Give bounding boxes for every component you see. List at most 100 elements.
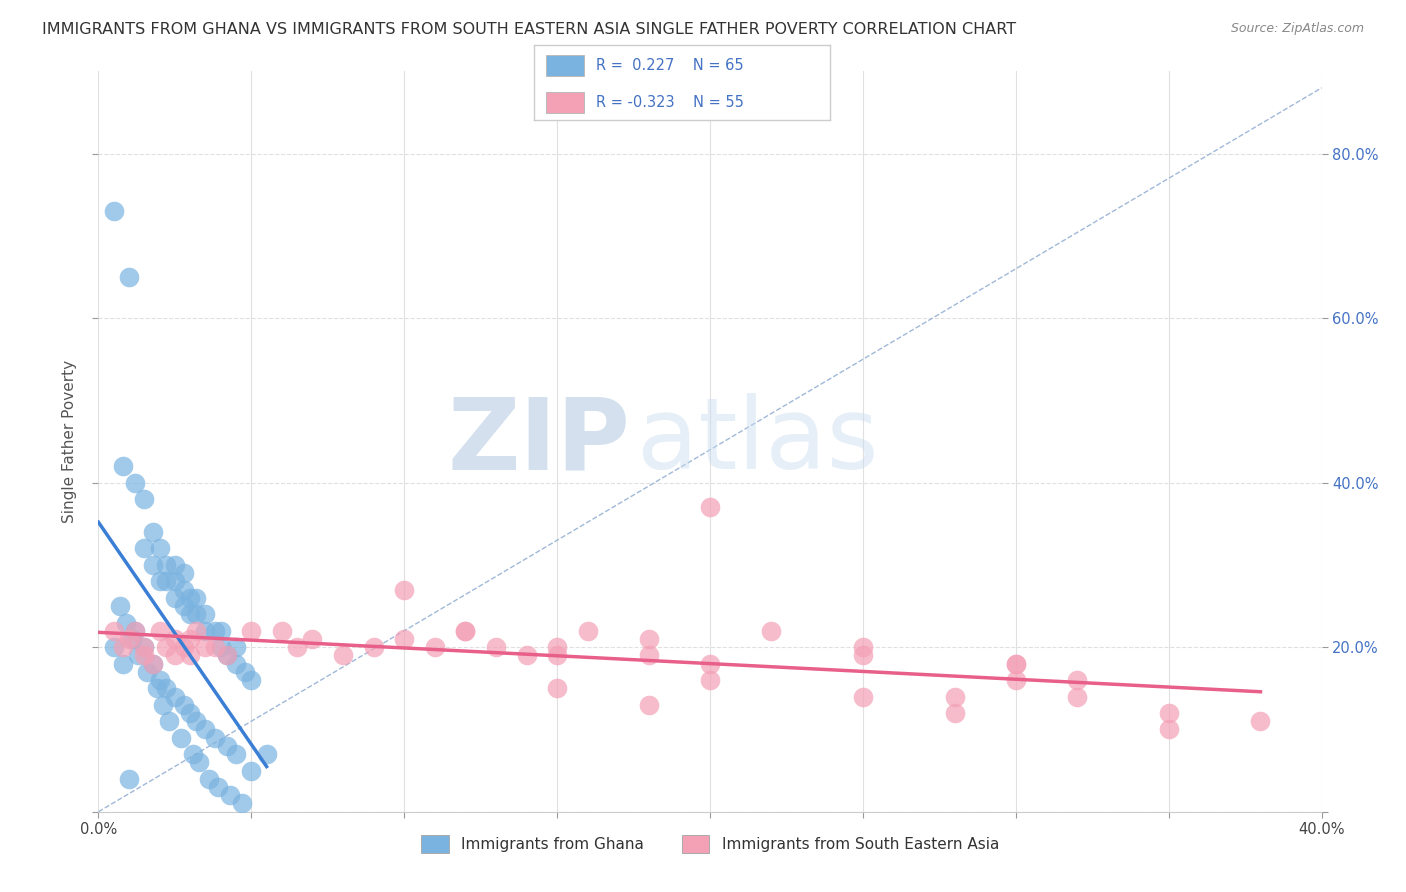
Point (134, 648, 156, 663)
Point (163, 648, 186, 663)
FancyBboxPatch shape (546, 92, 585, 112)
Text: ZIP: ZIP (447, 393, 630, 490)
Point (423, 640, 446, 655)
Point (157, 714, 180, 729)
Point (516, 648, 538, 663)
Point (1157, 723, 1180, 737)
Point (155, 640, 177, 655)
Point (127, 648, 149, 663)
Point (219, 789, 242, 803)
Point (392, 632, 416, 646)
Point (546, 640, 568, 655)
Point (163, 632, 186, 646)
Point (546, 681, 568, 696)
Point (173, 599, 195, 613)
Point (124, 624, 146, 638)
Point (637, 632, 661, 646)
Point (215, 648, 238, 663)
FancyBboxPatch shape (546, 55, 585, 77)
Point (186, 714, 208, 729)
Point (194, 607, 217, 622)
Point (124, 475, 146, 490)
Point (111, 640, 134, 655)
Point (173, 698, 195, 712)
Point (194, 723, 217, 737)
Point (454, 624, 477, 638)
Point (209, 640, 232, 655)
Point (149, 574, 172, 589)
Point (852, 640, 875, 655)
Point (134, 640, 156, 655)
Point (163, 574, 186, 589)
Point (155, 558, 177, 572)
Point (301, 632, 323, 646)
Point (204, 624, 226, 638)
Point (1004, 657, 1026, 671)
Point (1004, 657, 1026, 671)
Point (699, 657, 721, 671)
Point (285, 640, 308, 655)
Point (194, 624, 217, 638)
Point (155, 574, 177, 589)
Point (134, 541, 156, 556)
Point (115, 615, 138, 630)
Point (186, 591, 208, 605)
Point (170, 731, 193, 745)
Point (173, 566, 195, 581)
Point (332, 648, 354, 663)
Text: IMMIGRANTS FROM GHANA VS IMMIGRANTS FROM SOUTH EASTERN ASIA SINGLE FATHER POVERT: IMMIGRANTS FROM GHANA VS IMMIGRANTS FROM… (42, 22, 1017, 37)
Point (197, 772, 219, 786)
Point (215, 739, 238, 753)
Point (225, 657, 247, 671)
Point (103, 204, 125, 219)
Point (1066, 690, 1088, 704)
Y-axis label: Single Father Poverty: Single Father Poverty (62, 360, 77, 523)
Point (240, 673, 263, 687)
Point (103, 640, 125, 655)
Point (118, 270, 141, 285)
Point (699, 673, 721, 687)
Point (179, 706, 201, 720)
Point (546, 648, 568, 663)
Point (209, 624, 232, 638)
Point (1157, 706, 1180, 720)
Text: R =  0.227    N = 65: R = 0.227 N = 65 (596, 58, 744, 73)
Point (225, 640, 247, 655)
Legend: Immigrants from Ghana, Immigrants from South Eastern Asia: Immigrants from Ghana, Immigrants from S… (415, 829, 1005, 860)
Point (163, 558, 186, 572)
Point (149, 624, 172, 638)
Point (136, 665, 159, 679)
Point (134, 640, 156, 655)
Text: atlas: atlas (637, 393, 879, 490)
Point (134, 492, 156, 507)
Text: R = -0.323    N = 55: R = -0.323 N = 55 (596, 95, 744, 110)
Point (173, 640, 195, 655)
Point (186, 607, 208, 622)
Point (207, 780, 229, 794)
Point (149, 541, 172, 556)
Point (163, 690, 186, 704)
Point (256, 747, 278, 761)
Point (188, 756, 211, 770)
Point (152, 698, 174, 712)
Point (145, 681, 167, 696)
Text: Source: ZipAtlas.com: Source: ZipAtlas.com (1230, 22, 1364, 36)
Point (179, 591, 201, 605)
Point (124, 624, 146, 638)
Point (142, 657, 165, 671)
Point (943, 690, 966, 704)
Point (270, 624, 292, 638)
Point (852, 690, 875, 704)
Point (759, 624, 782, 638)
Point (155, 681, 177, 696)
Point (215, 648, 238, 663)
Point (1249, 714, 1271, 729)
Point (179, 648, 201, 663)
Point (142, 558, 165, 572)
Point (240, 764, 263, 778)
Point (852, 648, 875, 663)
Point (118, 772, 141, 786)
Point (576, 624, 599, 638)
Point (392, 582, 416, 597)
Point (194, 640, 217, 655)
